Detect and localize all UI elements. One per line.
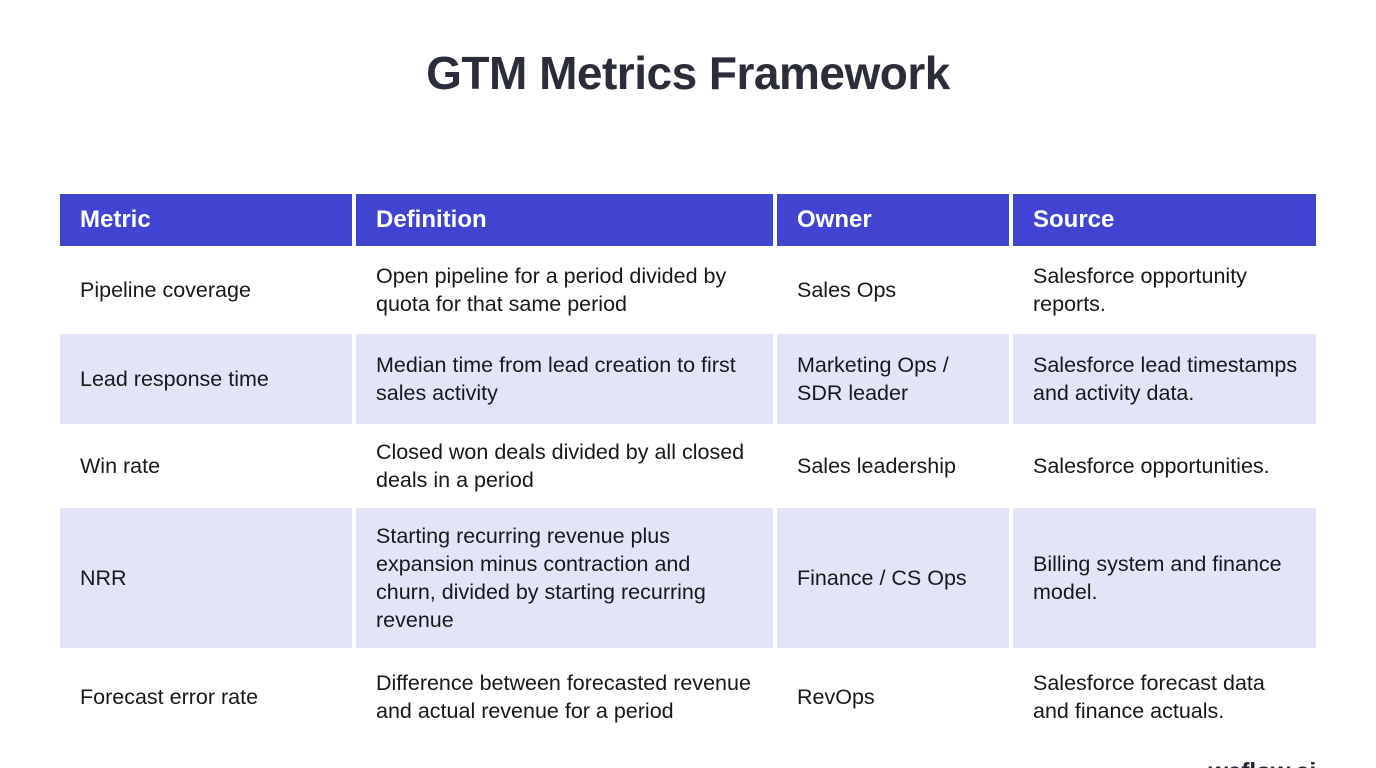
cell-owner: Marketing Ops / SDR leader xyxy=(777,334,1009,424)
cell-metric: Lead response time xyxy=(60,334,352,424)
cell-owner: Finance / CS Ops xyxy=(777,508,1009,648)
cell-metric: NRR xyxy=(60,508,352,648)
cell-source: Salesforce forecast data and finance act… xyxy=(1033,671,1265,723)
cell-metric: Forecast error rate xyxy=(80,685,259,709)
cell-owner: Sales leadership xyxy=(797,454,956,478)
column-header-owner: Owner xyxy=(777,194,1009,246)
page-title: GTM Metrics Framework xyxy=(426,47,950,99)
cell-metric: Pipeline coverage xyxy=(80,278,251,302)
column-header-metric: Metric xyxy=(60,194,352,246)
cell-source: Salesforce opportunity reports. xyxy=(1033,264,1247,316)
metrics-table: Metric Definition Owner Source Pipeline … xyxy=(60,194,1316,746)
column-header-source: Source xyxy=(1013,194,1316,246)
cell-definition: Closed won deals divided by all closed d… xyxy=(376,440,745,492)
cell-definition: Starting recurring revenue plus expansio… xyxy=(356,508,773,648)
cell-source: Billing system and finance model. xyxy=(1013,508,1316,648)
cell-metric: Win rate xyxy=(80,454,161,478)
column-header-definition: Definition xyxy=(356,194,773,246)
cell-owner: RevOps xyxy=(797,685,875,709)
cell-definition: Median time from lead creation to first … xyxy=(356,334,773,424)
cell-definition: Open pipeline for a period divided by qu… xyxy=(376,264,727,316)
cell-source: Salesforce lead timestamps and activity … xyxy=(1013,334,1316,424)
cell-source: Salesforce opportunities. xyxy=(1033,454,1270,478)
cell-owner: Sales Ops xyxy=(797,278,897,302)
cell-definition: Difference between forecasted revenue an… xyxy=(376,671,751,723)
brand-logo: weflow.ai xyxy=(1208,758,1316,768)
